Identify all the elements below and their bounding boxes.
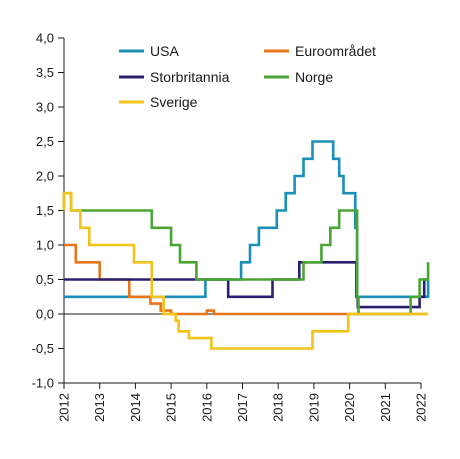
y-tick-label: 2,0 [36, 169, 54, 184]
y-tick-label: 2,5 [36, 134, 54, 149]
x-tick-label: 2018 [271, 393, 286, 422]
y-tick-label: 1,0 [36, 238, 54, 253]
x-tick-label: 2015 [164, 393, 179, 422]
y-tick-label: 3,5 [36, 65, 54, 80]
y-tick-label: -0,5 [32, 341, 54, 356]
x-tick-label: 2019 [306, 393, 321, 422]
x-tick-label: 2014 [128, 393, 143, 422]
legend-label-euroomr-det: Euroområdet [295, 43, 376, 59]
axes: -1,0 -0,5 0,0 0,5 1,0 1,5 2,0 2,5 3,0 3,5 4,0 2012 2… [32, 31, 429, 422]
y-tick-label: 4,0 [36, 31, 54, 46]
legend-label-usa: USA [150, 43, 179, 59]
x-tick-label: 2022 [414, 393, 429, 422]
series-line-usa [64, 140, 430, 299]
legend-label-norge: Norge [295, 69, 333, 85]
y-tick-label: 3,0 [36, 100, 54, 115]
series-line-euroomr-det [64, 243, 429, 316]
y-tick-label: 1,5 [36, 203, 54, 218]
y-tick-label: 0,0 [36, 307, 54, 322]
legend-label-sverige: Sverige [150, 94, 198, 110]
x-tick-label: 2021 [378, 393, 393, 422]
series-line-storbritannia [64, 261, 429, 309]
x-tick-label: 2012 [57, 393, 72, 422]
legend: USA Euroområdet Storbritannia Norge Sverige [119, 43, 376, 110]
x-tick-label: 2016 [199, 393, 214, 422]
y-tick-label: 0,5 [36, 272, 54, 287]
y-tick-label: -1,0 [32, 376, 54, 391]
x-tick-label: 2013 [92, 393, 107, 422]
series-line-sverige [62, 191, 429, 350]
x-tick-label: 2017 [235, 393, 250, 422]
series-lines [62, 140, 430, 350]
x-tick-label: 2020 [342, 393, 357, 422]
series-line-norge [62, 191, 430, 316]
legend-label-storbritannia: Storbritannia [150, 69, 230, 85]
